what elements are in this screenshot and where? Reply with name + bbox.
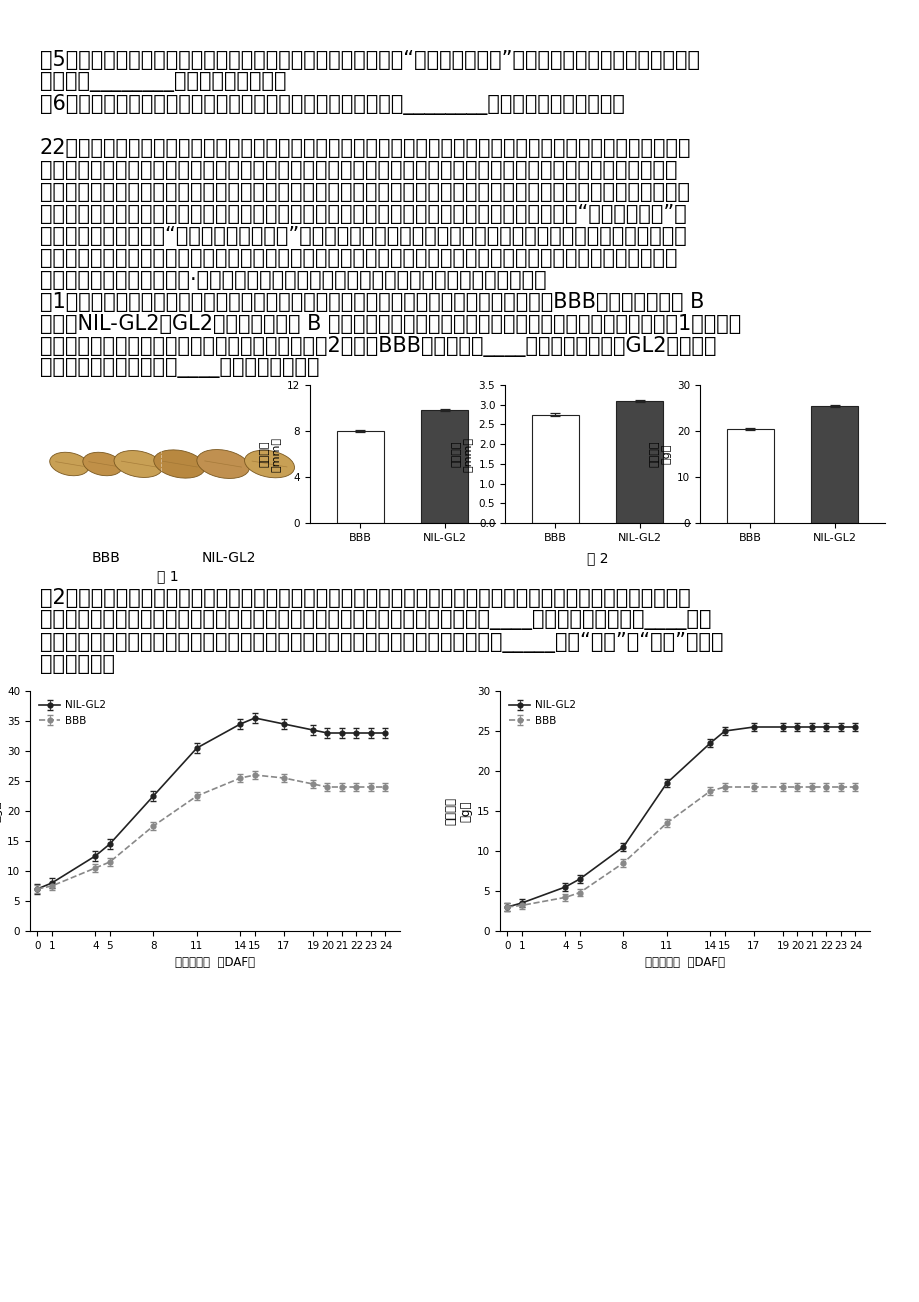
Bar <box>337 431 383 523</box>
Text: （1）研究人员们首先将两个籽粒大小不同的水稻品种杂交，获得了具有不同大小籽粒性状（BBB：小粒水稻博白 B: （1）研究人员们首先将两个籽粒大小不同的水稻品种杂交，获得了具有不同大小籽粒性状… <box>40 292 704 312</box>
Text: 隆平，都希望能有一天“谷粒像花生米那么大”。不过在现实中，如果水稻的粒重增加了，那么分蘖数和穗粒数通常就: 隆平，都希望能有一天“谷粒像花生米那么大”。不过在现实中，如果水稻的粒重增加了，… <box>40 227 686 246</box>
Bar <box>727 428 773 523</box>
Bar <box>532 414 578 523</box>
Text: BBB: BBB <box>92 551 121 565</box>
Text: 主要有三个：一株水稻能产生几个稻穗，一个稻穗产生多少稻粒，以及一颗稻粒有多重。在农业研究中，这三个影响: 主要有三个：一株水稻能产生几个稻穗，一个稻穗产生多少稻粒，以及一颗稻粒有多重。在… <box>40 160 676 180</box>
X-axis label: 施肥后天数  （DAF）: 施肥后天数 （DAF） <box>175 956 255 969</box>
Ellipse shape <box>244 450 294 478</box>
Text: （6）多肉植物大多数生长在干旱环境中，根系发达。可见生物的________与其生活环境是相适应。: （6）多肉植物大多数生长在干旱环境中，根系发达。可见生物的________与其生… <box>40 94 624 115</box>
Text: NIL-GL2: NIL-GL2 <box>201 551 255 565</box>
Ellipse shape <box>153 450 205 478</box>
Text: 能使籽粒增大。以上表明____控制生物的性状。: 能使籽粒增大。以上表明____控制生物的性状。 <box>40 358 319 378</box>
Text: 品种；NIL-GL2：GL2基因改良的博白 B 品种。）的杂交群体。在相同环境条件下种植并收获籽粒，如图1所示，研: 品种；NIL-GL2：GL2基因改良的博白 B 品种。）的杂交群体。在相同环境条… <box>40 314 741 335</box>
Legend: NIL-GL2, BBB: NIL-GL2, BBB <box>35 697 110 729</box>
Text: 发育生物学研究所在《自然·植物》上发表的一组研究结果表明，这一梦想并非不可能实现。: 发育生物学研究所在《自然·植物》上发表的一组研究结果表明，这一梦想并非不可能实现… <box>40 270 546 290</box>
Legend: NIL-GL2, BBB: NIL-GL2, BBB <box>505 697 580 729</box>
Ellipse shape <box>50 452 89 475</box>
Ellipse shape <box>114 450 163 478</box>
Text: 图 2: 图 2 <box>586 551 607 565</box>
Ellipse shape <box>197 449 249 478</box>
Text: 2 mm: 2 mm <box>41 525 63 534</box>
Bar <box>421 410 467 523</box>
Y-axis label: 种子重量
（g）: 种子重量 （g） <box>650 441 671 467</box>
Y-axis label: 种子宽度
（mm）: 种子宽度 （mm） <box>451 436 472 471</box>
Bar <box>616 401 662 523</box>
Text: 和干重（去掉自由水的质量），结果如下图所示，发现施肥后种子重量都有增加且____。施肥为水稻提供了____，它: 和干重（去掉自由水的质量），结果如下图所示，发现施肥后种子重量都有增加且____… <box>40 611 710 630</box>
Y-axis label: 种子长度
（mm）: 种子长度 （mm） <box>259 436 281 471</box>
Text: 们能促进植株的生长，枝繁叶茂，以进一步促进光合作用，合成更多的有机物，通过_____（填“导管”或“筛管”）运输: 们能促进植株的生长，枝繁叶茂，以进一步促进光合作用，合成更多的有机物，通过___… <box>40 631 722 654</box>
Text: 会减少。有没有可能找到一种例外，让我们能既增加粒重，同时又不减少甚至增加分蘖数和穗粒数呢？中科院遗传与: 会减少。有没有可能找到一种例外，让我们能既增加粒重，同时又不减少甚至增加分蘖数和… <box>40 247 676 268</box>
Bar <box>811 406 857 523</box>
Text: 水稻粒重一直颇受关注。长久以来，农业研究者都希望能够培育出有着更大粒重的水稻品种。就连“杂交水稻之父”袁: 水稻粒重一直颇受关注。长久以来，农业研究者都希望能够培育出有着更大粒重的水稻品种… <box>40 204 686 224</box>
Text: 至籽粒储存。: 至籽粒储存。 <box>40 654 115 674</box>
Y-axis label: 种子干量
（g）: 种子干量 （g） <box>445 797 472 825</box>
Ellipse shape <box>83 452 122 475</box>
Text: 图 1: 图 1 <box>156 569 178 583</box>
Text: 22、作为地球上最为重要的粮食作物之一，水稻的产量直接关系到地球近一半人口的温饱。左右水稻产量大小的因素: 22、作为地球上最为重要的粮食作物之一，水稻的产量直接关系到地球近一半人口的温饱… <box>40 138 691 158</box>
Text: 究人员分别测量了两种籽粒的长度、宽度和粒重如图2所示，BBB组的作用是____。结果显示，说明GL2基因改良: 究人员分别测量了两种籽粒的长度、宽度和粒重如图2所示，BBB组的作用是____。… <box>40 336 716 357</box>
Text: 棕榈树的________（生理活动）获得。: 棕榈树的________（生理活动）获得。 <box>40 72 286 92</box>
Y-axis label: 种子湿量
（g）: 种子湿量 （g） <box>0 797 3 825</box>
Text: （5）棕榈油是由棕榈果加工而来的，它与大豆油、菜籽油并称为“世界三大植物油”。棕榈油中富含的有机物，是通过: （5）棕榈油是由棕榈果加工而来的，它与大豆油、菜籽油并称为“世界三大植物油”。棕… <box>40 49 699 70</box>
X-axis label: 施肥后天数  （DAF）: 施肥后天数 （DAF） <box>644 956 724 969</box>
Text: （2）研究人员又对两种水稻进行施肥实验，在施肥后一段时间内每天定时取生长位置大致相同的水稻籽粒测量其湿重: （2）研究人员又对两种水稻进行施肥实验，在施肥后一段时间内每天定时取生长位置大致… <box>40 589 690 608</box>
Text: 水稻产量的重要因素分别被称为分蘖数、穗粒数和粒重。这三者的乘积，就代表了单株水稻的产量。在这三个因素中，: 水稻产量的重要因素分别被称为分蘖数、穗粒数和粒重。这三者的乘积，就代表了单株水稻… <box>40 182 689 202</box>
